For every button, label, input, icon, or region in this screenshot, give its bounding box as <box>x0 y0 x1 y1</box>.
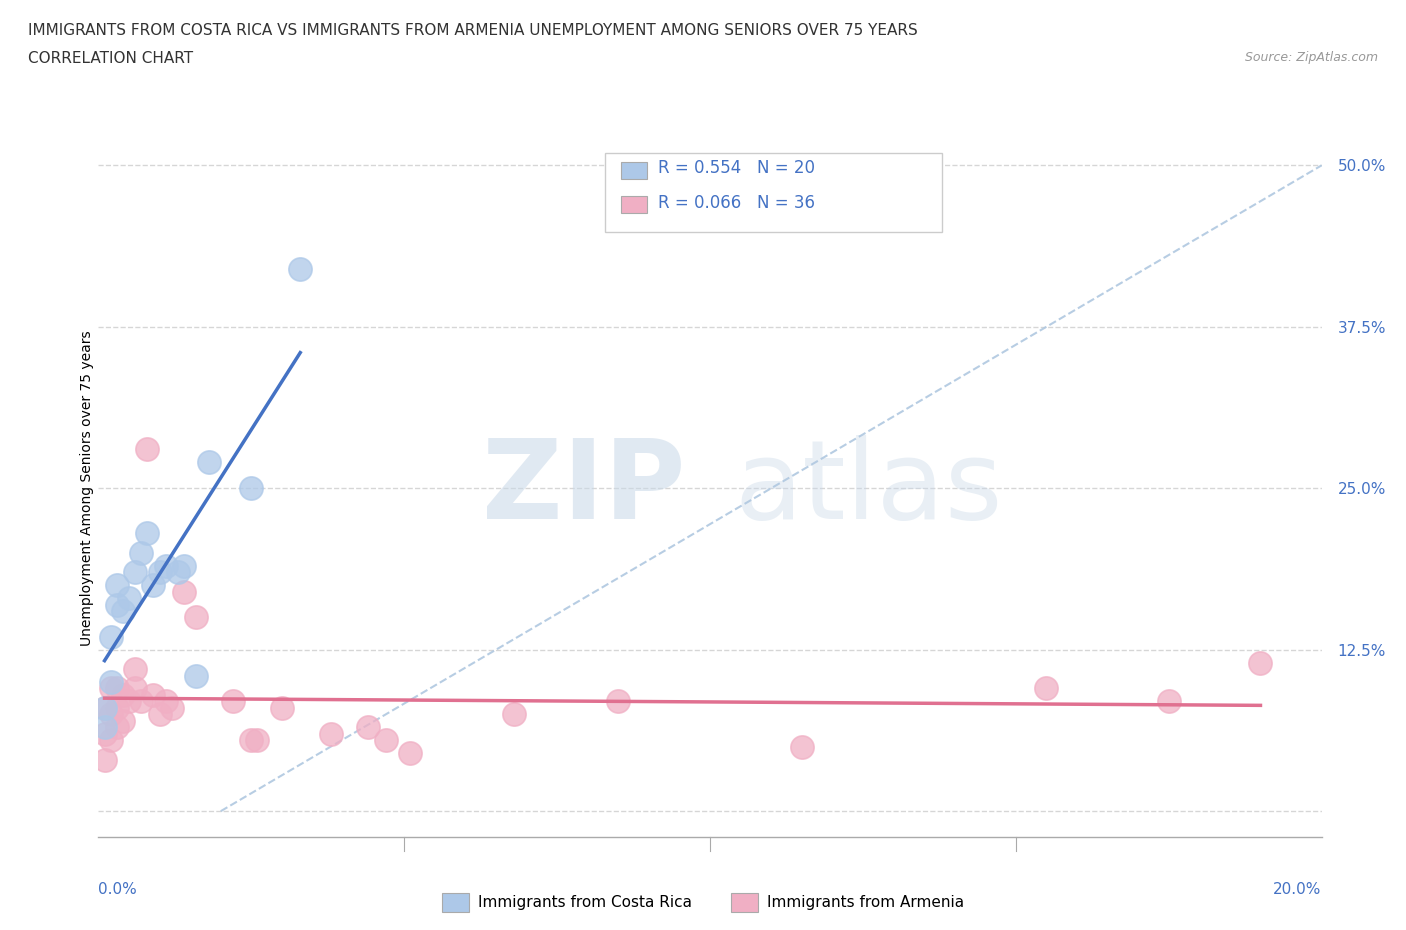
Text: 0.0%: 0.0% <box>98 883 138 897</box>
Point <box>319 726 342 741</box>
Point <box>270 700 292 715</box>
Point <box>240 481 263 496</box>
Legend: Immigrants from Costa Rica, Immigrants from Armenia: Immigrants from Costa Rica, Immigrants f… <box>436 887 970 918</box>
Point <box>118 694 141 709</box>
Point <box>246 733 269 748</box>
Point <box>105 597 128 612</box>
Text: atlas: atlas <box>734 434 1002 542</box>
Point <box>1249 656 1271 671</box>
Point <box>100 630 122 644</box>
Point <box>129 694 152 709</box>
Point <box>111 713 134 728</box>
Point <box>93 752 115 767</box>
Point <box>186 668 208 683</box>
Point <box>136 526 159 541</box>
Text: R = 0.066   N = 36: R = 0.066 N = 36 <box>658 193 815 212</box>
Point <box>105 700 128 715</box>
Point <box>149 565 172 579</box>
Point <box>607 694 630 709</box>
Text: R = 0.554   N = 20: R = 0.554 N = 20 <box>658 159 815 178</box>
Text: IMMIGRANTS FROM COSTA RICA VS IMMIGRANTS FROM ARMENIA UNEMPLOYMENT AMONG SENIORS: IMMIGRANTS FROM COSTA RICA VS IMMIGRANTS… <box>28 23 918 38</box>
Point <box>100 674 122 689</box>
Point <box>111 687 134 702</box>
Point <box>240 733 263 748</box>
Point <box>142 687 165 702</box>
Point <box>167 565 190 579</box>
Point <box>186 610 208 625</box>
Point <box>399 746 422 761</box>
Point <box>222 694 245 709</box>
Point <box>173 558 195 573</box>
Point <box>790 739 813 754</box>
Point <box>100 681 122 696</box>
Text: CORRELATION CHART: CORRELATION CHART <box>28 51 193 66</box>
Point <box>105 578 128 592</box>
Point <box>118 591 141 605</box>
Point <box>356 720 378 735</box>
Point <box>374 733 396 748</box>
Point <box>93 720 115 735</box>
Point <box>142 578 165 592</box>
Point <box>155 694 177 709</box>
Point <box>160 700 183 715</box>
Point <box>1157 694 1180 709</box>
Point <box>124 681 146 696</box>
Point <box>111 604 134 618</box>
Point <box>290 261 312 276</box>
Point <box>129 545 152 560</box>
Point <box>105 720 128 735</box>
Point <box>93 700 115 715</box>
Point <box>197 455 219 470</box>
Text: ZIP: ZIP <box>482 434 686 542</box>
Point <box>124 661 146 676</box>
Point <box>100 707 122 722</box>
Text: 20.0%: 20.0% <box>1274 883 1322 897</box>
Point <box>136 442 159 457</box>
Point <box>100 733 122 748</box>
Point <box>1035 681 1057 696</box>
Y-axis label: Unemployment Among Seniors over 75 years: Unemployment Among Seniors over 75 years <box>80 330 94 646</box>
Point <box>93 700 115 715</box>
Point <box>155 558 177 573</box>
Point <box>93 726 115 741</box>
Point <box>105 681 128 696</box>
Point <box>149 707 172 722</box>
Point <box>124 565 146 579</box>
Text: Source: ZipAtlas.com: Source: ZipAtlas.com <box>1244 51 1378 64</box>
Point <box>503 707 526 722</box>
Point <box>173 584 195 599</box>
